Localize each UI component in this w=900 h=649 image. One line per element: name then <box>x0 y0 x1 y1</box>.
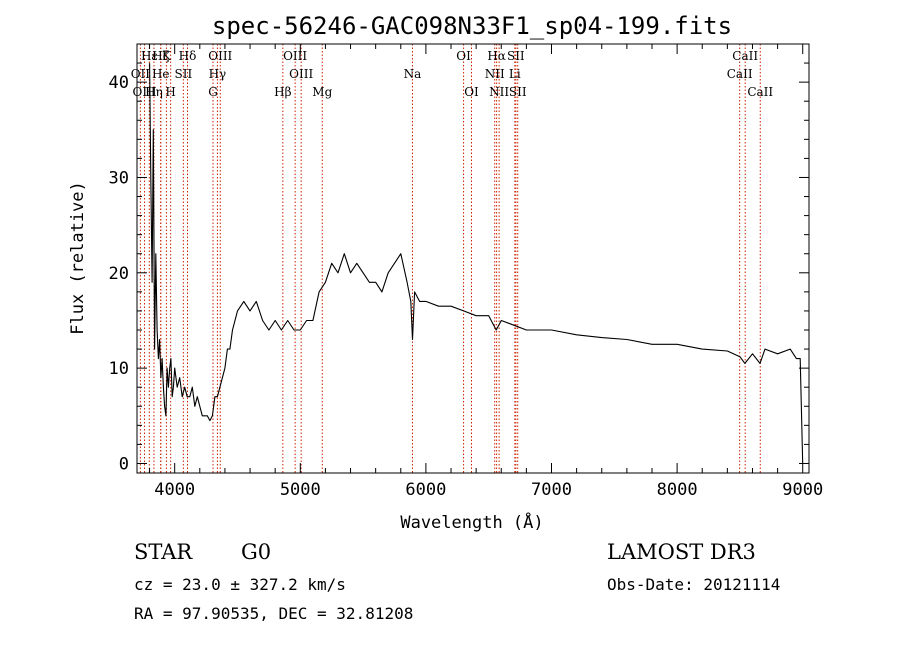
survey-name: LAMOST DR3 <box>607 540 756 564</box>
line-label-23: Li <box>509 67 521 81</box>
spectrum-line <box>149 63 804 464</box>
line-label-18: OI <box>456 49 471 63</box>
axis-ticks: 4000 5000 6000 7000 8000 9000 0 10 20 30 40 <box>109 43 823 500</box>
line-label-7: Hη <box>145 85 163 99</box>
x-tick-label-8000: 8000 <box>657 480 698 500</box>
line-label-15: Hβ <box>274 85 291 99</box>
x-tick-label-6000: 6000 <box>405 480 446 500</box>
x-tick-label-7000: 7000 <box>531 480 572 500</box>
y-tick-label-30: 30 <box>109 168 129 188</box>
emission-line-labels: Hε OII OIII HζK He SII Hη H Hδ OIII Hγ G OIII OIII Hβ M… <box>131 49 774 99</box>
line-label-9: Hδ <box>179 49 197 63</box>
line-label-28: CaII <box>747 85 773 99</box>
line-label-4: K <box>162 49 172 63</box>
line-label-20: Hα <box>487 49 506 63</box>
y-tick-label-0: 0 <box>119 454 129 474</box>
y-tick-label-10: 10 <box>109 359 129 379</box>
line-label-10: OIII <box>208 49 232 63</box>
line-label-12: G <box>208 85 218 99</box>
x-tick-label-9000: 9000 <box>782 480 823 500</box>
line-label-0: Hε <box>141 49 158 63</box>
coordinates: RA = 97.90535, DEC = 32.81208 <box>134 604 413 623</box>
line-label-14: OIII <box>289 67 313 81</box>
line-label-22: NII <box>485 67 505 81</box>
line-label-8: H <box>165 85 175 99</box>
line-label-17: Na <box>404 67 422 81</box>
line-label-16: Mg <box>312 85 332 99</box>
line-label-25: SII <box>509 85 527 99</box>
x-axis-label: Wavelength (Å) <box>400 511 543 533</box>
plot-frame <box>136 43 810 474</box>
x-tick-label-4000: 4000 <box>154 480 195 500</box>
object-subclass: G0 <box>241 540 271 564</box>
spectrum-series <box>149 63 804 464</box>
x-tick-label-5000: 5000 <box>280 480 321 500</box>
line-label-3: Hζ <box>152 49 169 63</box>
line-label-13: OIII <box>283 49 307 63</box>
y-tick-label-40: 40 <box>109 73 129 93</box>
line-label-1: OII <box>131 67 151 81</box>
line-label-24: NII <box>489 85 509 99</box>
line-label-26: CaII <box>732 49 758 63</box>
object-class: STAR <box>134 540 193 564</box>
chart-title: spec-56246-GAC098N33F1_sp04-199.fits <box>212 12 732 40</box>
line-label-11: Hγ <box>209 67 227 81</box>
line-label-21: SII <box>507 49 525 63</box>
line-label-19: OI <box>464 85 479 99</box>
redshift-cz: cz = 23.0 ± 327.2 km/s <box>134 575 346 594</box>
line-label-2: OIII <box>133 85 157 99</box>
line-label-6: SII <box>174 67 192 81</box>
emission-line-markers <box>139 44 761 473</box>
y-tick-label-20: 20 <box>109 264 129 284</box>
observation-date: Obs-Date: 20121114 <box>607 575 780 594</box>
line-label-27: CaII <box>727 67 753 81</box>
y-axis-label: Flux (relative) <box>68 181 88 335</box>
line-label-5: He <box>152 67 170 81</box>
